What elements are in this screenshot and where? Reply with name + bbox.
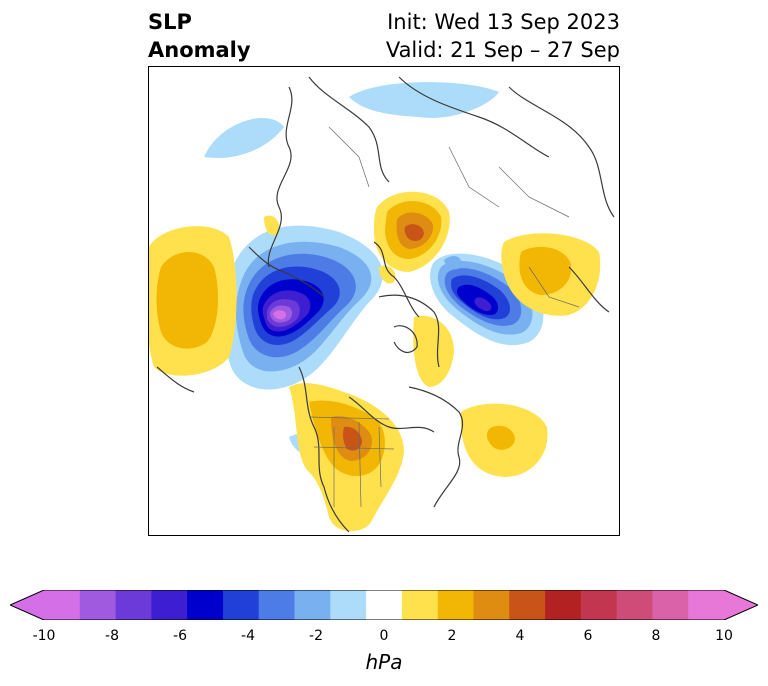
colorbar-segment xyxy=(366,590,403,620)
negative-anomaly-pacific-low xyxy=(222,225,383,390)
title-variable-sub: Anomaly xyxy=(148,38,251,62)
colorbar-tick-label: 0 xyxy=(379,628,389,644)
colorbar-segment xyxy=(473,590,510,620)
colorbar-extend-high xyxy=(724,590,758,620)
political-borders xyxy=(308,126,580,508)
map-title: SLP Anomaly xyxy=(148,8,251,64)
colorbar-segment xyxy=(437,590,474,620)
colorbar-segment xyxy=(187,590,224,620)
positive-anomaly-north-america xyxy=(289,383,404,532)
colorbar-segment xyxy=(44,590,81,620)
positive-anomaly-small xyxy=(264,215,396,284)
positive-anomaly-siberia xyxy=(374,191,450,272)
positive-anomaly-greenland xyxy=(413,315,454,387)
colorbar-tick-label: -4 xyxy=(241,628,255,644)
colorbar-extend-low xyxy=(10,590,44,620)
colorbar-segment xyxy=(151,590,188,620)
negative-anomaly-arctic-europe xyxy=(204,82,499,158)
colorbar-tick-label: 6 xyxy=(583,628,593,644)
coastlines xyxy=(156,76,615,533)
colorbar-segment xyxy=(545,590,582,620)
colorbar-segment xyxy=(79,590,117,620)
positive-anomaly-pacific-high xyxy=(149,226,237,376)
colorbar-tick-label: 2 xyxy=(447,628,457,644)
colorbar-units: hPa xyxy=(365,650,403,674)
colorbar-segment xyxy=(258,590,296,620)
colorbar-tick-label: 10 xyxy=(715,628,733,644)
colorbar-segments xyxy=(44,590,725,620)
positive-anomaly-europe xyxy=(501,233,601,316)
map-dates: Init: Wed 13 Sep 2023 Valid: 21 Sep – 27… xyxy=(386,8,620,64)
colorbar-segment xyxy=(222,590,260,620)
colorbar-segment xyxy=(616,590,653,620)
valid-range: Valid: 21 Sep – 27 Sep xyxy=(385,38,620,62)
title-variable: SLP xyxy=(148,10,192,34)
colorbar-tick-label: 8 xyxy=(651,628,661,644)
map-canvas xyxy=(149,76,615,533)
positive-anomaly-atlantic xyxy=(460,403,548,477)
colorbar-segment xyxy=(580,590,618,620)
colorbar-segment xyxy=(115,590,152,620)
colorbar-segment xyxy=(688,590,725,620)
colorbar-tick-label: -2 xyxy=(309,628,323,644)
colorbar-segment xyxy=(330,590,367,620)
colorbar xyxy=(10,590,758,620)
colorbar-segment xyxy=(401,590,439,620)
colorbar-tick-label: -10 xyxy=(32,628,56,644)
colorbar-tick-label: -8 xyxy=(105,628,119,644)
colorbar-segment xyxy=(294,590,331,620)
colorbar-segment xyxy=(509,590,546,620)
colorbar-segment xyxy=(652,590,689,620)
anomaly-map xyxy=(148,66,620,536)
init-date: Init: Wed 13 Sep 2023 xyxy=(387,10,620,34)
colorbar-tick-label: -6 xyxy=(173,628,187,644)
colorbar-tick-label: 4 xyxy=(515,628,525,644)
